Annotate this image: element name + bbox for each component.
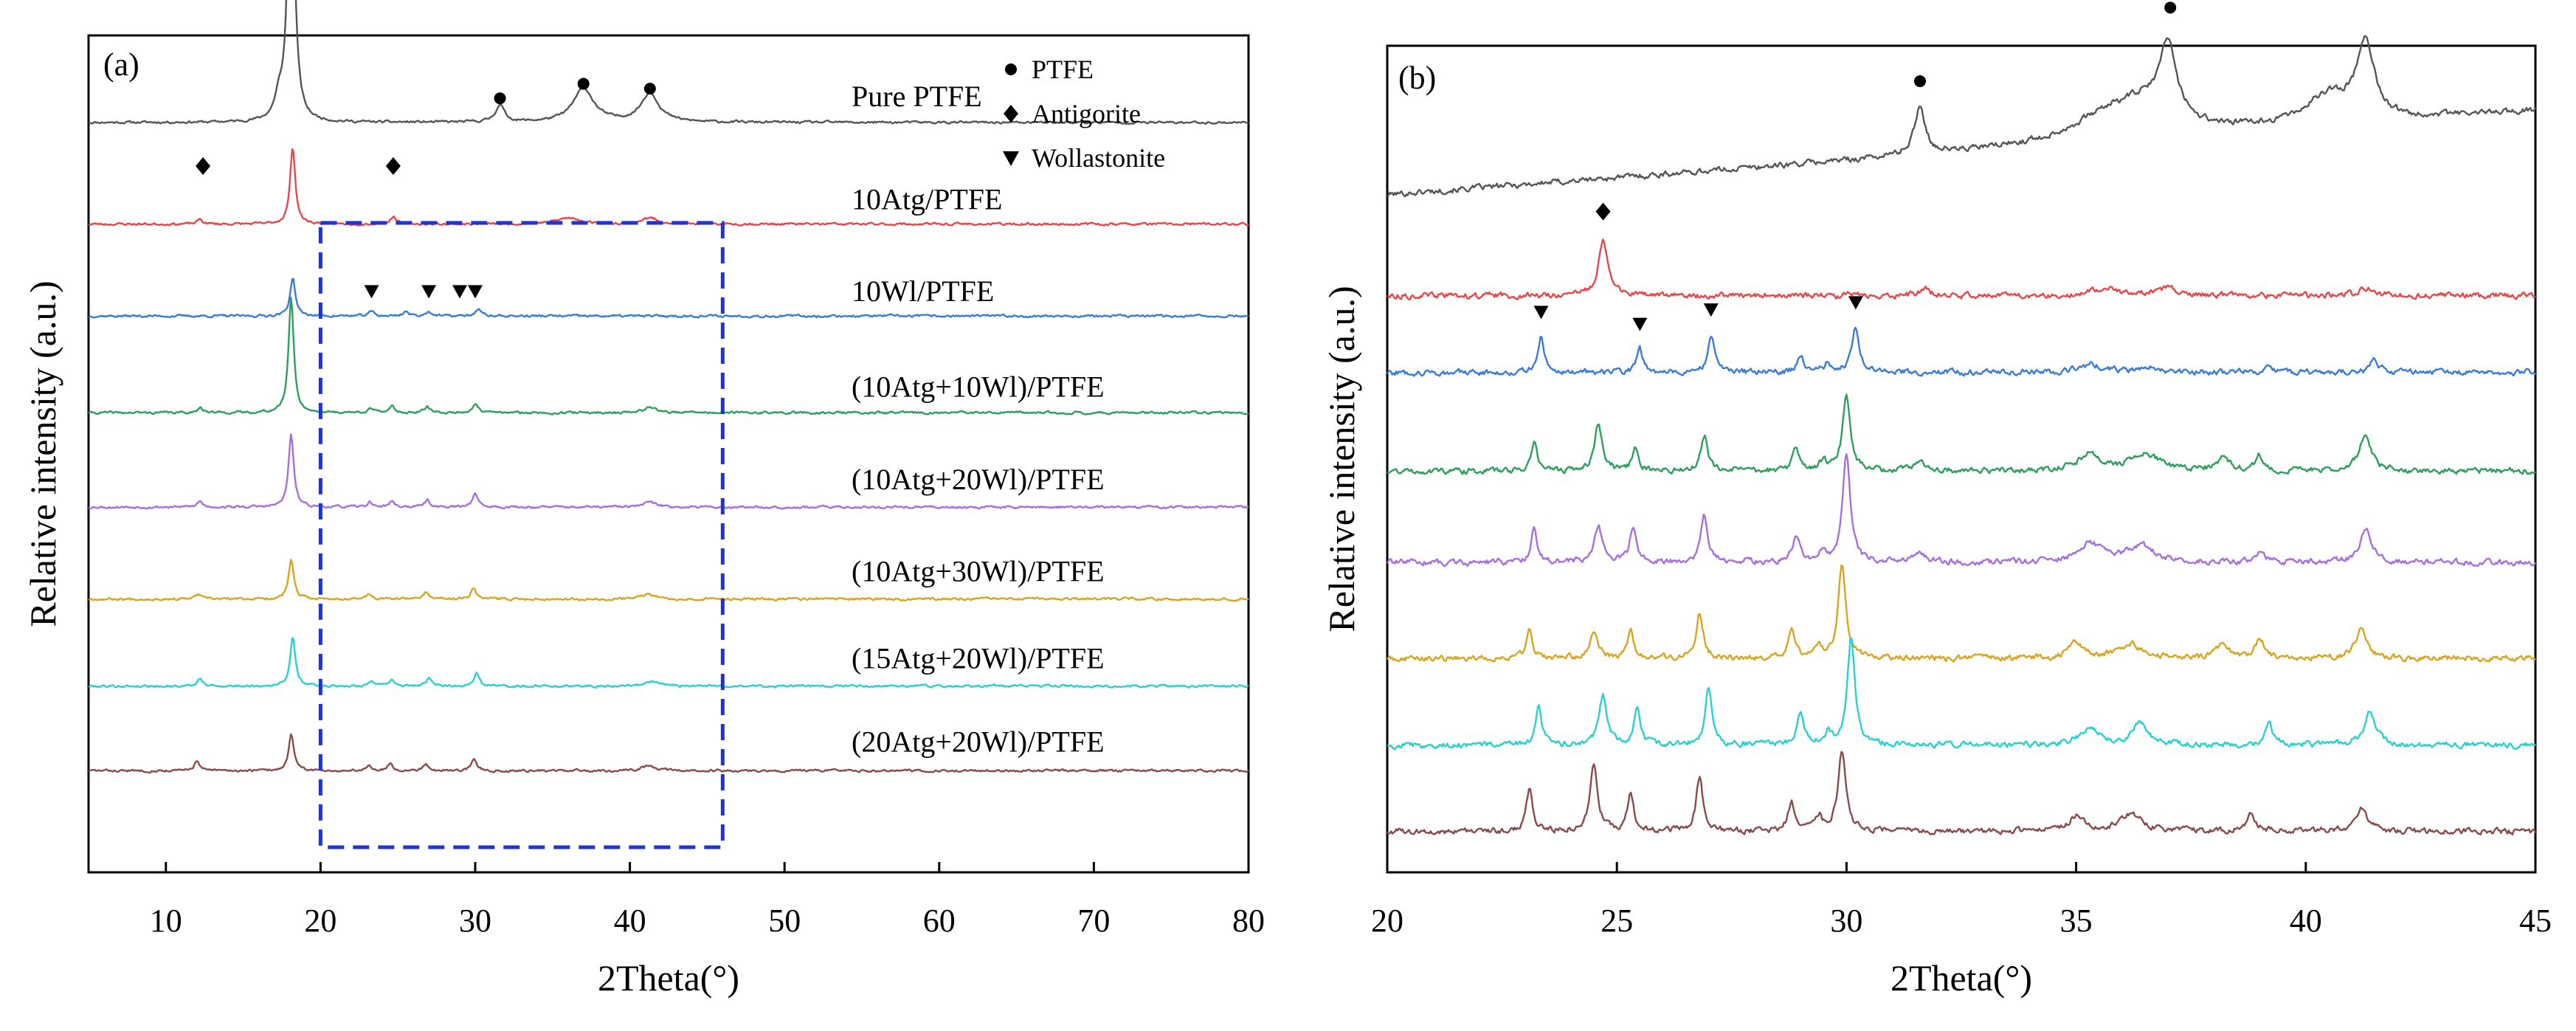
panel-b-y-axis-label: Relative intensity (a.u.) (1321, 286, 1362, 632)
panel-a: (a) 10 20 30 40 50 60 70 80 Pure PTFE 10Atg/PTFE… (22, 0, 1265, 999)
legend-diamond-marker (1004, 105, 1018, 123)
x-tick-label: 35 (2060, 903, 2093, 939)
x-tick-label: 60 (923, 903, 956, 939)
series-line (1387, 326, 2537, 377)
panel-a-y-axis-label: Relative intensity (a.u.) (22, 280, 63, 627)
series-line (1387, 238, 2536, 300)
panel-b-frame (1386, 44, 2537, 874)
x-tick-label: 45 (2519, 903, 2552, 939)
legend-antigorite: Antigorite (1032, 99, 1141, 128)
panel-b: (b) 20 25 30 35 40 45 2Theta(°) Relative inte… (1321, 1, 2552, 999)
wollastonite-peak-marker (421, 285, 437, 299)
series-label: (10Atg+30Wl)/PTFE (852, 555, 1105, 588)
series-line (1386, 453, 2537, 568)
x-tick-label: 50 (768, 903, 801, 939)
antigorite-peak-marker (385, 156, 401, 175)
series-label: (15Atg+20Wl)/PTFE (852, 642, 1105, 675)
antigorite-peak-marker (196, 156, 211, 175)
x-tick-label: 80 (1232, 903, 1265, 939)
panel-a-x-ticks (165, 862, 1250, 872)
series-line (1387, 751, 2537, 836)
x-tick-label: 30 (459, 903, 491, 939)
panel-b-x-ticks (1386, 862, 2537, 872)
wollastonite-peak-marker (1848, 296, 1863, 310)
legend-wollastonite: Wollastonite (1032, 143, 1165, 173)
panel-b-markers (1533, 1, 2177, 331)
x-tick-label: 40 (614, 903, 646, 939)
series-line (88, 277, 1249, 319)
x-tick-label: 20 (304, 903, 336, 939)
legend: PTFE Antigorite Wollastonite (1003, 55, 1165, 173)
series-line (1387, 35, 2537, 198)
wollastonite-peak-marker (1703, 303, 1719, 317)
series-line (1387, 393, 2536, 475)
series-label: (20Atg+20Wl)/PTFE (852, 725, 1105, 758)
panel-b-x-axis-label: 2Theta(°) (1890, 957, 2032, 999)
panel-b-tag: (b) (1398, 60, 1436, 96)
series-line (88, 559, 1249, 602)
panel-a-series (88, 0, 1249, 774)
series-line (88, 733, 1249, 774)
series-line (88, 433, 1249, 510)
highlight-dashed-box (318, 221, 725, 849)
ptfe-peak-marker (577, 77, 590, 90)
series-label: 10Atg/PTFE (852, 183, 1002, 216)
panel-a-series-labels: Pure PTFE 10Atg/PTFE 10Wl/PTFE (10Atg+10Wl)… (852, 80, 1105, 758)
wollastonite-peak-marker (452, 285, 468, 299)
x-tick-label: 40 (2290, 903, 2322, 939)
series-label: 10Wl/PTFE (852, 275, 994, 308)
x-tick-label: 10 (150, 903, 182, 939)
panel-a-x-axis-label: 2Theta(°) (598, 957, 739, 999)
legend-triangle-marker (1003, 151, 1019, 166)
x-tick-label: 70 (1077, 903, 1110, 939)
ptfe-peak-marker (494, 92, 506, 105)
panel-a-frame (87, 34, 1250, 874)
panel-b-series (1386, 35, 2537, 836)
ptfe-peak-marker (643, 83, 656, 95)
panel-a-x-tick-labels: 10 20 30 40 50 60 70 80 (150, 903, 1265, 939)
x-tick-label: 25 (1600, 903, 1633, 939)
wollastonite-peak-marker (468, 285, 483, 299)
panel-b-x-tick-labels: 20 25 30 35 40 45 (1371, 903, 2552, 939)
x-tick-label: 20 (1371, 903, 1403, 939)
series-line (88, 296, 1249, 415)
ptfe-peak-marker (1913, 75, 1926, 88)
series-line (1387, 637, 2536, 751)
wollastonite-peak-marker (1632, 317, 1648, 331)
antigorite-peak-marker (1595, 202, 1611, 221)
legend-ptfe: PTFE (1032, 55, 1094, 84)
series-label: (10Atg+10Wl)/PTFE (852, 370, 1105, 403)
series-label: (10Atg+20Wl)/PTFE (852, 463, 1105, 496)
series-label: Pure PTFE (852, 80, 982, 113)
panel-a-tag: (a) (103, 46, 139, 83)
x-tick-label: 30 (1830, 903, 1862, 939)
wollastonite-peak-marker (364, 285, 379, 299)
series-line (88, 637, 1249, 689)
panel-a-markers (196, 77, 656, 299)
legend-circle-marker (1005, 63, 1017, 75)
wollastonite-peak-marker (1533, 306, 1549, 320)
series-line (88, 0, 1249, 125)
series-line (89, 148, 1249, 227)
series-line (1387, 564, 2536, 663)
ptfe-peak-marker (2164, 1, 2177, 14)
